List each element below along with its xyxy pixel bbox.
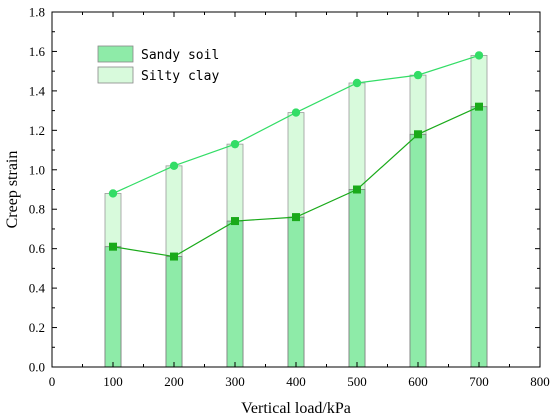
legend-swatch-sandy-soil	[97, 45, 134, 63]
y-axis-ticks: 0.0 0.2 0.4 0.6 0.8 1.0 1.2 1.4 1.6 1.8	[29, 5, 540, 375]
y-axis-title: Creep strain	[4, 151, 21, 229]
y-tick-label: 0.8	[29, 202, 45, 217]
bar-sandy-soil	[470, 106, 488, 368]
marker-silty-clay	[474, 51, 484, 60]
x-tick-label: 400	[286, 374, 306, 389]
y-tick-label: 0.2	[29, 320, 45, 335]
marker-sandy-soil	[475, 102, 483, 111]
x-tick-label: 800	[530, 374, 550, 389]
x-tick-label: 100	[103, 374, 123, 389]
marker-sandy-soil	[353, 185, 361, 194]
bar-sandy-soil	[165, 256, 183, 368]
marker-silty-clay	[108, 189, 118, 198]
y-tick-label: 1.2	[29, 123, 45, 138]
bar-sandy-soil	[348, 189, 366, 368]
bar-sandy-soil	[287, 216, 305, 368]
x-tick-label: 300	[225, 374, 245, 389]
legend: Sandy soil Silty clay	[97, 45, 219, 84]
x-tick-label: 500	[347, 374, 367, 389]
y-tick-label: 0.4	[29, 281, 46, 296]
y-tick-label: 1.6	[29, 44, 46, 59]
x-tick-label: 0	[49, 374, 56, 389]
marker-silty-clay	[169, 161, 179, 171]
y-tick-label: 1.8	[29, 5, 45, 20]
x-tick-label: 200	[164, 374, 184, 389]
bar-sandy-soil	[226, 220, 244, 368]
bar-sandy-soil	[104, 246, 122, 368]
x-tick-label: 700	[469, 374, 489, 389]
marker-silty-clay	[230, 139, 240, 149]
marker-silty-clay	[291, 108, 301, 117]
y-tick-label: 0.0	[29, 360, 45, 375]
marker-sandy-soil	[109, 242, 117, 251]
marker-sandy-soil	[292, 213, 300, 222]
marker-sandy-soil	[231, 217, 239, 226]
series-markers	[108, 51, 484, 261]
legend-label-sandy-soil: Sandy soil	[141, 48, 219, 63]
bar-sandy-soil	[409, 133, 427, 368]
x-axis-ticks: 0 100 200 300 400 500 600 700 800	[49, 12, 550, 389]
y-tick-label: 1.4	[29, 83, 46, 98]
y-tick-label: 1.0	[29, 162, 45, 177]
y-tick-label: 0.6	[29, 241, 46, 256]
x-tick-label: 600	[408, 374, 428, 389]
marker-silty-clay	[352, 78, 362, 88]
marker-silty-clay	[413, 70, 423, 80]
legend-swatch-silty-clay	[97, 66, 134, 84]
x-axis-title: Vertical load/kPa	[241, 400, 351, 417]
marker-sandy-soil	[414, 130, 422, 139]
marker-sandy-soil	[170, 252, 178, 261]
legend-label-silty-clay: Silty clay	[141, 69, 219, 84]
